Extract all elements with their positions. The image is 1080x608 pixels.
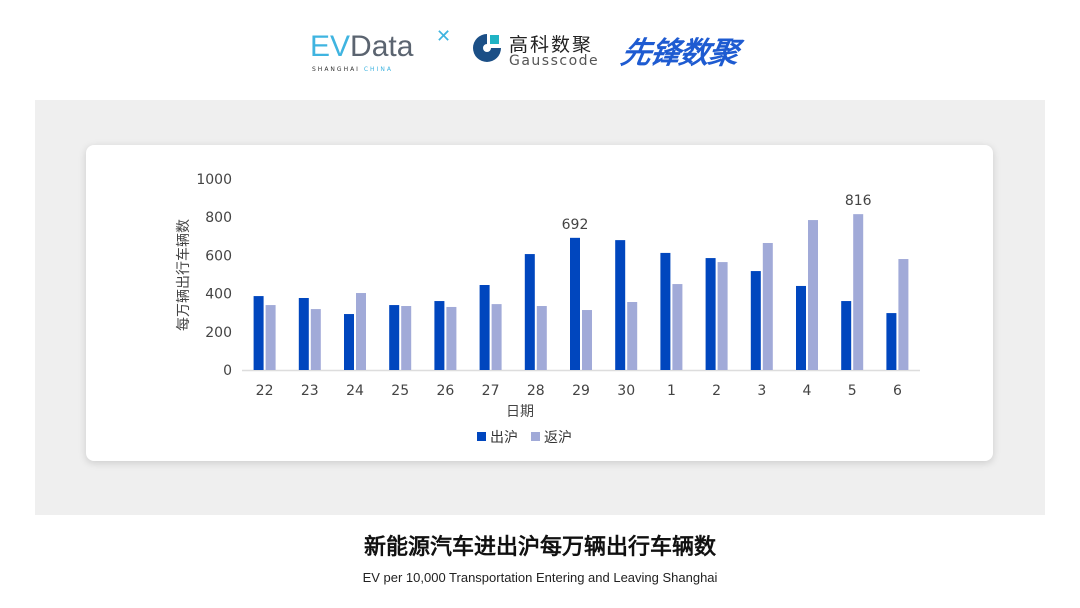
data-label: 692 (562, 217, 589, 233)
x-tick-label: 27 (482, 383, 500, 399)
x-tick-label: 1 (667, 383, 676, 399)
evdata-x-mark: ✕ (436, 26, 452, 47)
y-tick-label: 200 (205, 325, 232, 341)
legend-swatch-in (531, 432, 540, 441)
y-tick-label: 1000 (196, 172, 232, 188)
bar-in-30 (627, 302, 638, 370)
bar-out-27 (479, 285, 490, 370)
x-tick-label: 2 (712, 383, 721, 399)
gausscode-cn: 高科数聚 (509, 34, 594, 56)
bar-out-24 (344, 314, 354, 370)
bar-out-5 (841, 301, 852, 370)
legend-swatch-out (477, 432, 486, 441)
page-title: 新能源汽车进出沪每万辆出行车辆数 (0, 532, 1080, 566)
bar-out-2 (705, 258, 716, 370)
x-tick-label: 3 (757, 383, 766, 399)
x-tick-label: 28 (527, 383, 545, 399)
data-label: 816 (845, 193, 872, 209)
evdata-logo-sub: SHANGHAI CHINA (312, 66, 393, 73)
logos: EVData ✕ SHANGHAI CHINA 高科数聚 Gausscode 先… (0, 22, 1080, 77)
x-tick-label: 24 (346, 383, 364, 399)
x-tick-label: 4 (803, 383, 812, 399)
page-title-text: 新能源汽车进出沪每万辆出行车辆数 (363, 535, 716, 560)
y-tick-label: 800 (205, 210, 232, 226)
x-tick-label: 23 (301, 383, 319, 399)
bar-in-28 (536, 306, 547, 370)
bar-out-1 (660, 252, 671, 370)
bar-in-4 (808, 220, 818, 370)
bar-in-2 (717, 262, 728, 370)
bar-in-25 (401, 306, 412, 370)
bar-in-24 (356, 293, 366, 370)
bar-in-26 (446, 306, 457, 370)
bar-in-3 (762, 242, 773, 370)
x-tick-label: 22 (256, 383, 274, 399)
bar-in-23 (310, 309, 321, 370)
page-subtitle: EV per 10,000 Transportation Entering an… (362, 570, 718, 585)
bar-in-6 (898, 259, 909, 370)
bar-out-3 (750, 271, 761, 370)
bar-out-26 (434, 301, 445, 370)
y-tick-label: 400 (205, 287, 232, 303)
x-tick-label: 25 (391, 383, 409, 399)
bar-out-23 (298, 297, 309, 370)
x-tick-label: 26 (436, 383, 454, 399)
bar-in-5 (853, 214, 864, 370)
gausscode-en: Gausscode (509, 53, 600, 69)
bar-out-22 (253, 296, 264, 370)
y-tick-label: 600 (205, 248, 232, 264)
bar-out-4 (796, 285, 806, 370)
bar-out-25 (389, 305, 400, 370)
x-tick-label: 6 (893, 383, 902, 399)
x-tick-label: 30 (617, 383, 635, 399)
y-axis-label: 每万辆出行车辆数 (175, 219, 192, 331)
bar-out-28 (524, 254, 535, 370)
gausscode-icon (473, 34, 501, 62)
bar-in-29 (582, 310, 592, 370)
bar-in-22 (265, 305, 276, 370)
y-tick-label: 0 (223, 363, 232, 379)
legend-label-out: 出沪 (490, 430, 518, 446)
legend-label-in: 返沪 (544, 430, 572, 446)
bar-in-27 (491, 304, 502, 370)
bar-in-1 (672, 284, 683, 370)
evdata-logo: EVData (310, 30, 414, 63)
bar-out-30 (615, 240, 626, 370)
bar-out-29 (570, 237, 580, 370)
x-tick-label: 29 (572, 383, 590, 399)
x-axis-label: 日期 (506, 404, 534, 420)
bar-out-6 (886, 313, 897, 370)
x-tick-label: 5 (848, 383, 857, 399)
